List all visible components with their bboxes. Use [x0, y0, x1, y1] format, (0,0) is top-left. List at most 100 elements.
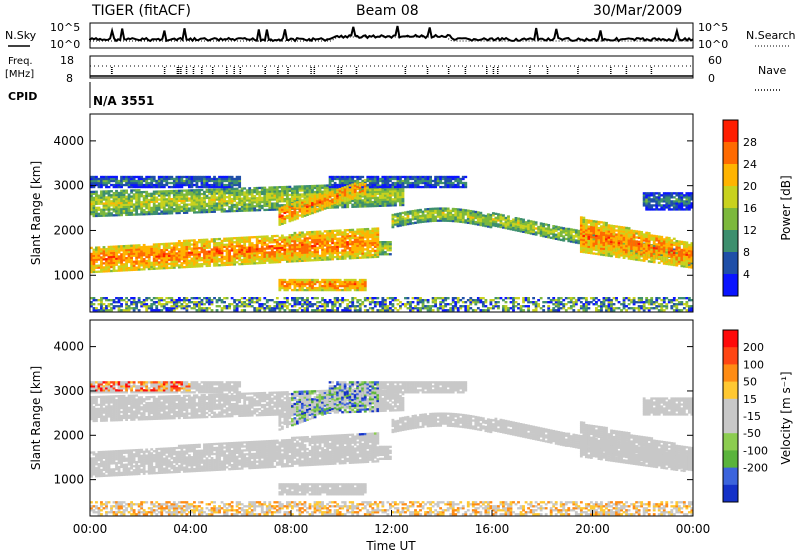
heatmap-cell: [406, 177, 410, 181]
heatmap-cell: [466, 217, 470, 220]
heatmap-cell: [110, 179, 113, 183]
heatmap-cell: [348, 257, 352, 260]
heatmap-cell: [323, 199, 327, 202]
heatmap-cell: [142, 264, 146, 267]
heatmap-cell: [177, 183, 181, 187]
noise-search-trace: [90, 36, 693, 42]
heatmap-cell: [253, 246, 257, 249]
heatmap-cell: [97, 177, 101, 181]
heatmap-cell: [268, 253, 272, 256]
heatmap-cell: [321, 186, 324, 189]
heatmap-cell: [316, 200, 319, 203]
heatmap-cell: [278, 252, 282, 256]
heatmap-cell: [275, 240, 279, 244]
heatmap-cell: [356, 193, 360, 196]
heatmap-cell: [137, 296, 141, 300]
heatmap-cell: [115, 201, 118, 205]
heatmap-cell: [429, 175, 432, 179]
heatmap-cell: [298, 200, 302, 203]
heatmap-cell: [351, 199, 355, 202]
heatmap-cell: [461, 177, 465, 181]
heatmap-cell: [406, 214, 410, 218]
heatmap-cell: [404, 296, 407, 300]
heatmap-cell: [401, 219, 405, 223]
heatmap-cell: [296, 233, 299, 237]
heatmap-cell: [396, 212, 400, 216]
heatmap-cell: [383, 245, 387, 248]
heatmap-cell: [117, 245, 121, 248]
heatmap-cell: [308, 288, 312, 292]
heatmap-cell: [95, 198, 98, 201]
heatmap-cell: [278, 244, 282, 248]
heatmap-cell: [318, 209, 322, 212]
heatmap-cell: [225, 189, 229, 193]
heatmap-cell: [466, 213, 470, 216]
heatmap-cell: [233, 191, 237, 195]
heatmap-cell: [225, 204, 229, 207]
heatmap-cell: [336, 206, 340, 209]
heatmap-cell: [215, 177, 219, 181]
heatmap-cell: [268, 261, 272, 264]
heatmap-cell: [235, 175, 239, 179]
heatmap-cell: [213, 248, 216, 251]
heatmap-cell: [145, 177, 149, 181]
heatmap-cell: [140, 268, 144, 271]
heatmap-cell: [185, 251, 189, 255]
heatmap-cell: [429, 183, 432, 187]
heatmap-cell: [363, 234, 367, 237]
heatmap-cell: [306, 193, 309, 196]
heatmap-cell: [313, 254, 317, 258]
heatmap-cell: [285, 286, 289, 290]
heatmap-cell: [283, 305, 287, 308]
heatmap-cell: [185, 243, 189, 246]
heatmap-cell: [414, 221, 417, 224]
heatmap-cell: [198, 175, 201, 179]
heatmap-cell: [522, 301, 525, 304]
heatmap-cell: [248, 207, 252, 210]
heatmap-cell: [235, 179, 239, 183]
heatmap-cell: [220, 175, 224, 179]
heatmap-cell: [270, 192, 274, 195]
heatmap-cell: [318, 284, 322, 288]
heatmap-cell: [112, 301, 116, 304]
heatmap-cell: [238, 301, 242, 304]
heatmap-cell: [177, 191, 181, 194]
heatmap-cell: [135, 185, 139, 189]
heatmap-cell: [210, 196, 214, 199]
heatmap-cell: [97, 250, 101, 253]
heatmap-cell: [213, 179, 216, 183]
heatmap-cell: [213, 185, 216, 189]
heatmap-cell: [185, 197, 189, 200]
heatmap-cell: [240, 205, 244, 208]
heatmap-cell: [396, 214, 400, 218]
heatmap-cell: [195, 259, 199, 262]
heatmap-cell: [336, 192, 340, 196]
heatmap-cell: [233, 237, 237, 240]
heatmap-cell: [135, 213, 139, 216]
heatmap-cell: [404, 213, 407, 216]
heatmap-cell: [388, 198, 392, 201]
heatmap-cell: [147, 265, 151, 269]
heatmap-cell: [303, 200, 307, 203]
heatmap-cell: [429, 309, 432, 312]
heatmap-cell: [167, 296, 171, 300]
heatmap-cell: [328, 201, 332, 204]
heatmap-cell: [394, 181, 397, 185]
heatmap-cell: [323, 256, 327, 259]
heatmap-cell: [110, 196, 113, 199]
heatmap-cell: [150, 210, 154, 214]
heatmap-cell: [323, 299, 327, 302]
heatmap-cell: [356, 299, 360, 302]
heatmap-cell: [366, 252, 370, 255]
freq-panel-frame: [89, 55, 694, 79]
heatmap-cell: [145, 194, 149, 198]
heatmap-cell: [311, 201, 314, 205]
heatmap-cell: [97, 270, 101, 273]
heatmap-cell: [356, 205, 360, 208]
heatmap-cell: [95, 299, 98, 302]
heatmap-cell: [328, 205, 332, 208]
heatmap-cell: [306, 247, 309, 250]
heatmap-cell: [353, 307, 357, 310]
heatmap-cell: [190, 249, 194, 252]
heatmap-cell: [203, 248, 206, 252]
